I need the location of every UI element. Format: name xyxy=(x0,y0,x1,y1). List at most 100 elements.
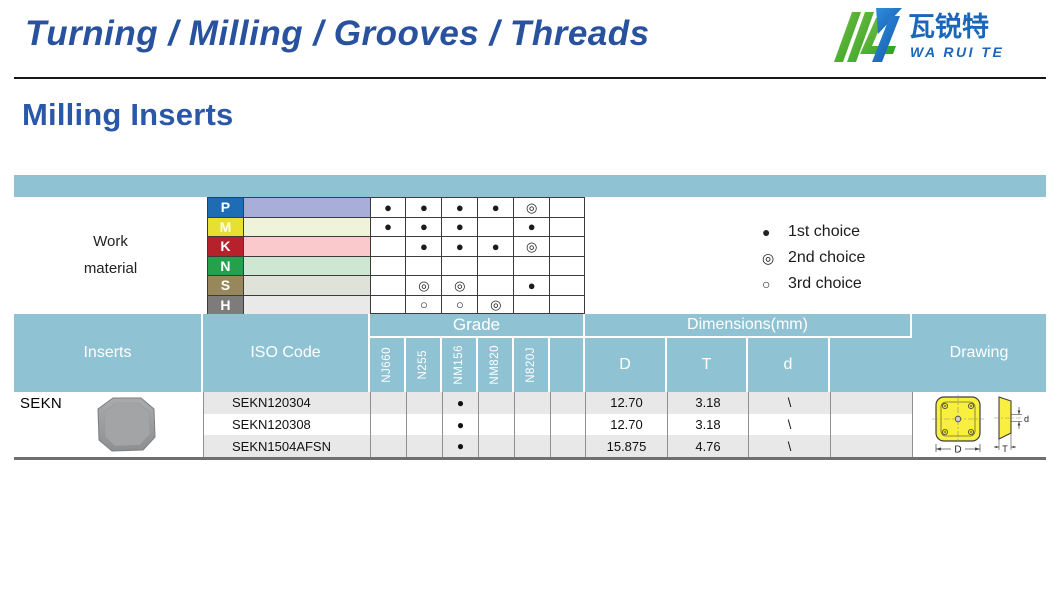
choice-cell xyxy=(477,216,514,236)
table-top-band xyxy=(14,175,1046,197)
milling-inserts-table: Work material P ● ● ● ● ◎ M ● xyxy=(14,175,1046,460)
material-band xyxy=(242,216,370,236)
dim-D-value: 12.70 xyxy=(585,413,667,436)
material-letter: S xyxy=(207,275,243,295)
header-dimensions: Dimensions(mm) xyxy=(585,314,912,338)
choice-cell xyxy=(549,236,584,256)
material-letter: M xyxy=(207,216,243,236)
choice-legend: ● 1st choice ◎ 2nd choice ○ 3rd choice xyxy=(762,219,865,297)
material-letter: N xyxy=(207,255,243,275)
header-grade: Grade xyxy=(370,314,585,338)
choice-cell: ○ xyxy=(441,294,478,314)
choice-cell xyxy=(369,255,406,275)
dim-extra-value xyxy=(830,435,912,458)
choice-cell xyxy=(549,216,584,236)
drawing-label-d: d xyxy=(1024,414,1029,424)
choice-cell xyxy=(369,236,406,256)
material-band xyxy=(242,197,370,217)
work-row-M: M ● ● ● ● xyxy=(207,216,584,236)
choice-cell xyxy=(441,255,478,275)
grade-choice-cell xyxy=(514,392,550,414)
choice-cell xyxy=(477,255,514,275)
choice-cell xyxy=(513,255,550,275)
choice-cell: ● xyxy=(441,216,478,236)
choice-cell: ● xyxy=(477,236,514,256)
grade-choice-cell xyxy=(550,392,585,414)
grade-choice-cell: ● xyxy=(442,392,478,414)
dim-D-value: 12.70 xyxy=(585,392,667,414)
iso-code: SEKN120304 xyxy=(203,392,370,414)
choice-cell: ● xyxy=(441,236,478,256)
legend-item: ◎ 2nd choice xyxy=(762,249,866,266)
third-choice-dot-icon: ○ xyxy=(762,276,771,292)
grade-choice-cell xyxy=(370,413,406,436)
work-row-N: N xyxy=(207,255,584,275)
choice-cell: ● xyxy=(513,275,550,295)
drawing-cell: D d T xyxy=(912,392,1046,457)
logo-en-text: WA RUI TE xyxy=(910,44,1004,60)
header-iso-code: ISO Code xyxy=(203,314,370,392)
grade-column-header: NJ660 xyxy=(370,338,406,392)
table-row: SEKN120304 ● 12.70 3.18 \ xyxy=(203,392,912,414)
work-row-K: K ● ● ● ◎ xyxy=(207,236,584,256)
material-band xyxy=(242,294,370,314)
table-row: SEKN120308 ● 12.70 3.18 \ xyxy=(203,413,912,436)
grade-choice-cell xyxy=(406,392,442,414)
grade-column-header xyxy=(550,338,585,392)
drawing-label-T: T xyxy=(1002,444,1008,454)
waruite-logo: 瓦锐特 WA RUI TE xyxy=(834,8,1004,62)
grade-choice-cell xyxy=(550,435,585,458)
legend-item: ○ 3rd choice xyxy=(762,275,862,292)
grade-column-header: NM156 xyxy=(442,338,478,392)
choice-cell: ● xyxy=(369,216,406,236)
choice-cell: ● xyxy=(477,197,514,217)
dim-d-value: \ xyxy=(748,392,830,414)
second-choice-dot-icon: ◎ xyxy=(762,250,775,266)
work-row-H: H ○ ○ ◎ xyxy=(207,294,584,314)
grade-choice-cell xyxy=(550,413,585,436)
material-letter: H xyxy=(207,294,243,314)
choice-cell xyxy=(369,275,406,295)
table-header: Inserts ISO Code Grade Dimensions(mm) NJ… xyxy=(14,314,1046,392)
choice-cell: ● xyxy=(405,216,442,236)
material-letter: K xyxy=(207,236,243,256)
choice-cell: ◎ xyxy=(477,294,514,314)
grade-column-header: NM820 xyxy=(478,338,514,392)
material-letter: P xyxy=(207,197,243,217)
grade-choice-cell xyxy=(406,413,442,436)
material-band xyxy=(242,275,370,295)
logo-cn-text: 瓦锐特 xyxy=(908,12,989,42)
dim-extra-value xyxy=(830,392,912,414)
choice-cell xyxy=(549,294,584,314)
choice-cell xyxy=(369,294,406,314)
grade-choice-cell xyxy=(514,435,550,458)
grade-column-header: N255 xyxy=(406,338,442,392)
work-material-label: Work material xyxy=(83,233,138,277)
dim-column-header-T: T xyxy=(667,338,748,392)
choice-cell: ◎ xyxy=(441,275,478,295)
grade-choice-cell xyxy=(478,435,514,458)
choice-cell xyxy=(513,294,550,314)
grade-choice-cell: ● xyxy=(442,435,478,458)
choice-cell: ● xyxy=(369,197,406,217)
dim-D-value: 15.875 xyxy=(585,435,667,458)
choice-cell: ● xyxy=(405,197,442,217)
choice-cell: ◎ xyxy=(513,236,550,256)
dim-column-header-D: D xyxy=(585,338,667,392)
insert-photo xyxy=(97,397,156,452)
dim-T-value: 3.18 xyxy=(667,413,748,436)
insert-side-view-drawing: d T xyxy=(993,395,1029,454)
table-row: SEKN1504AFSN ● 15.875 4.76 \ xyxy=(203,435,912,458)
dim-T-value: 4.76 xyxy=(667,435,748,458)
choice-cell: ● xyxy=(405,236,442,256)
choice-cell xyxy=(477,275,514,295)
first-choice-dot-icon: ● xyxy=(762,224,771,240)
header-drawing: Drawing xyxy=(949,344,1009,361)
grade-choice-cell xyxy=(406,435,442,458)
choice-cell xyxy=(549,197,584,217)
choice-cell xyxy=(405,255,442,275)
page-title: Milling Inserts xyxy=(22,97,234,132)
grade-choice-cell xyxy=(478,413,514,436)
iso-code: SEKN1504AFSN xyxy=(203,435,370,458)
